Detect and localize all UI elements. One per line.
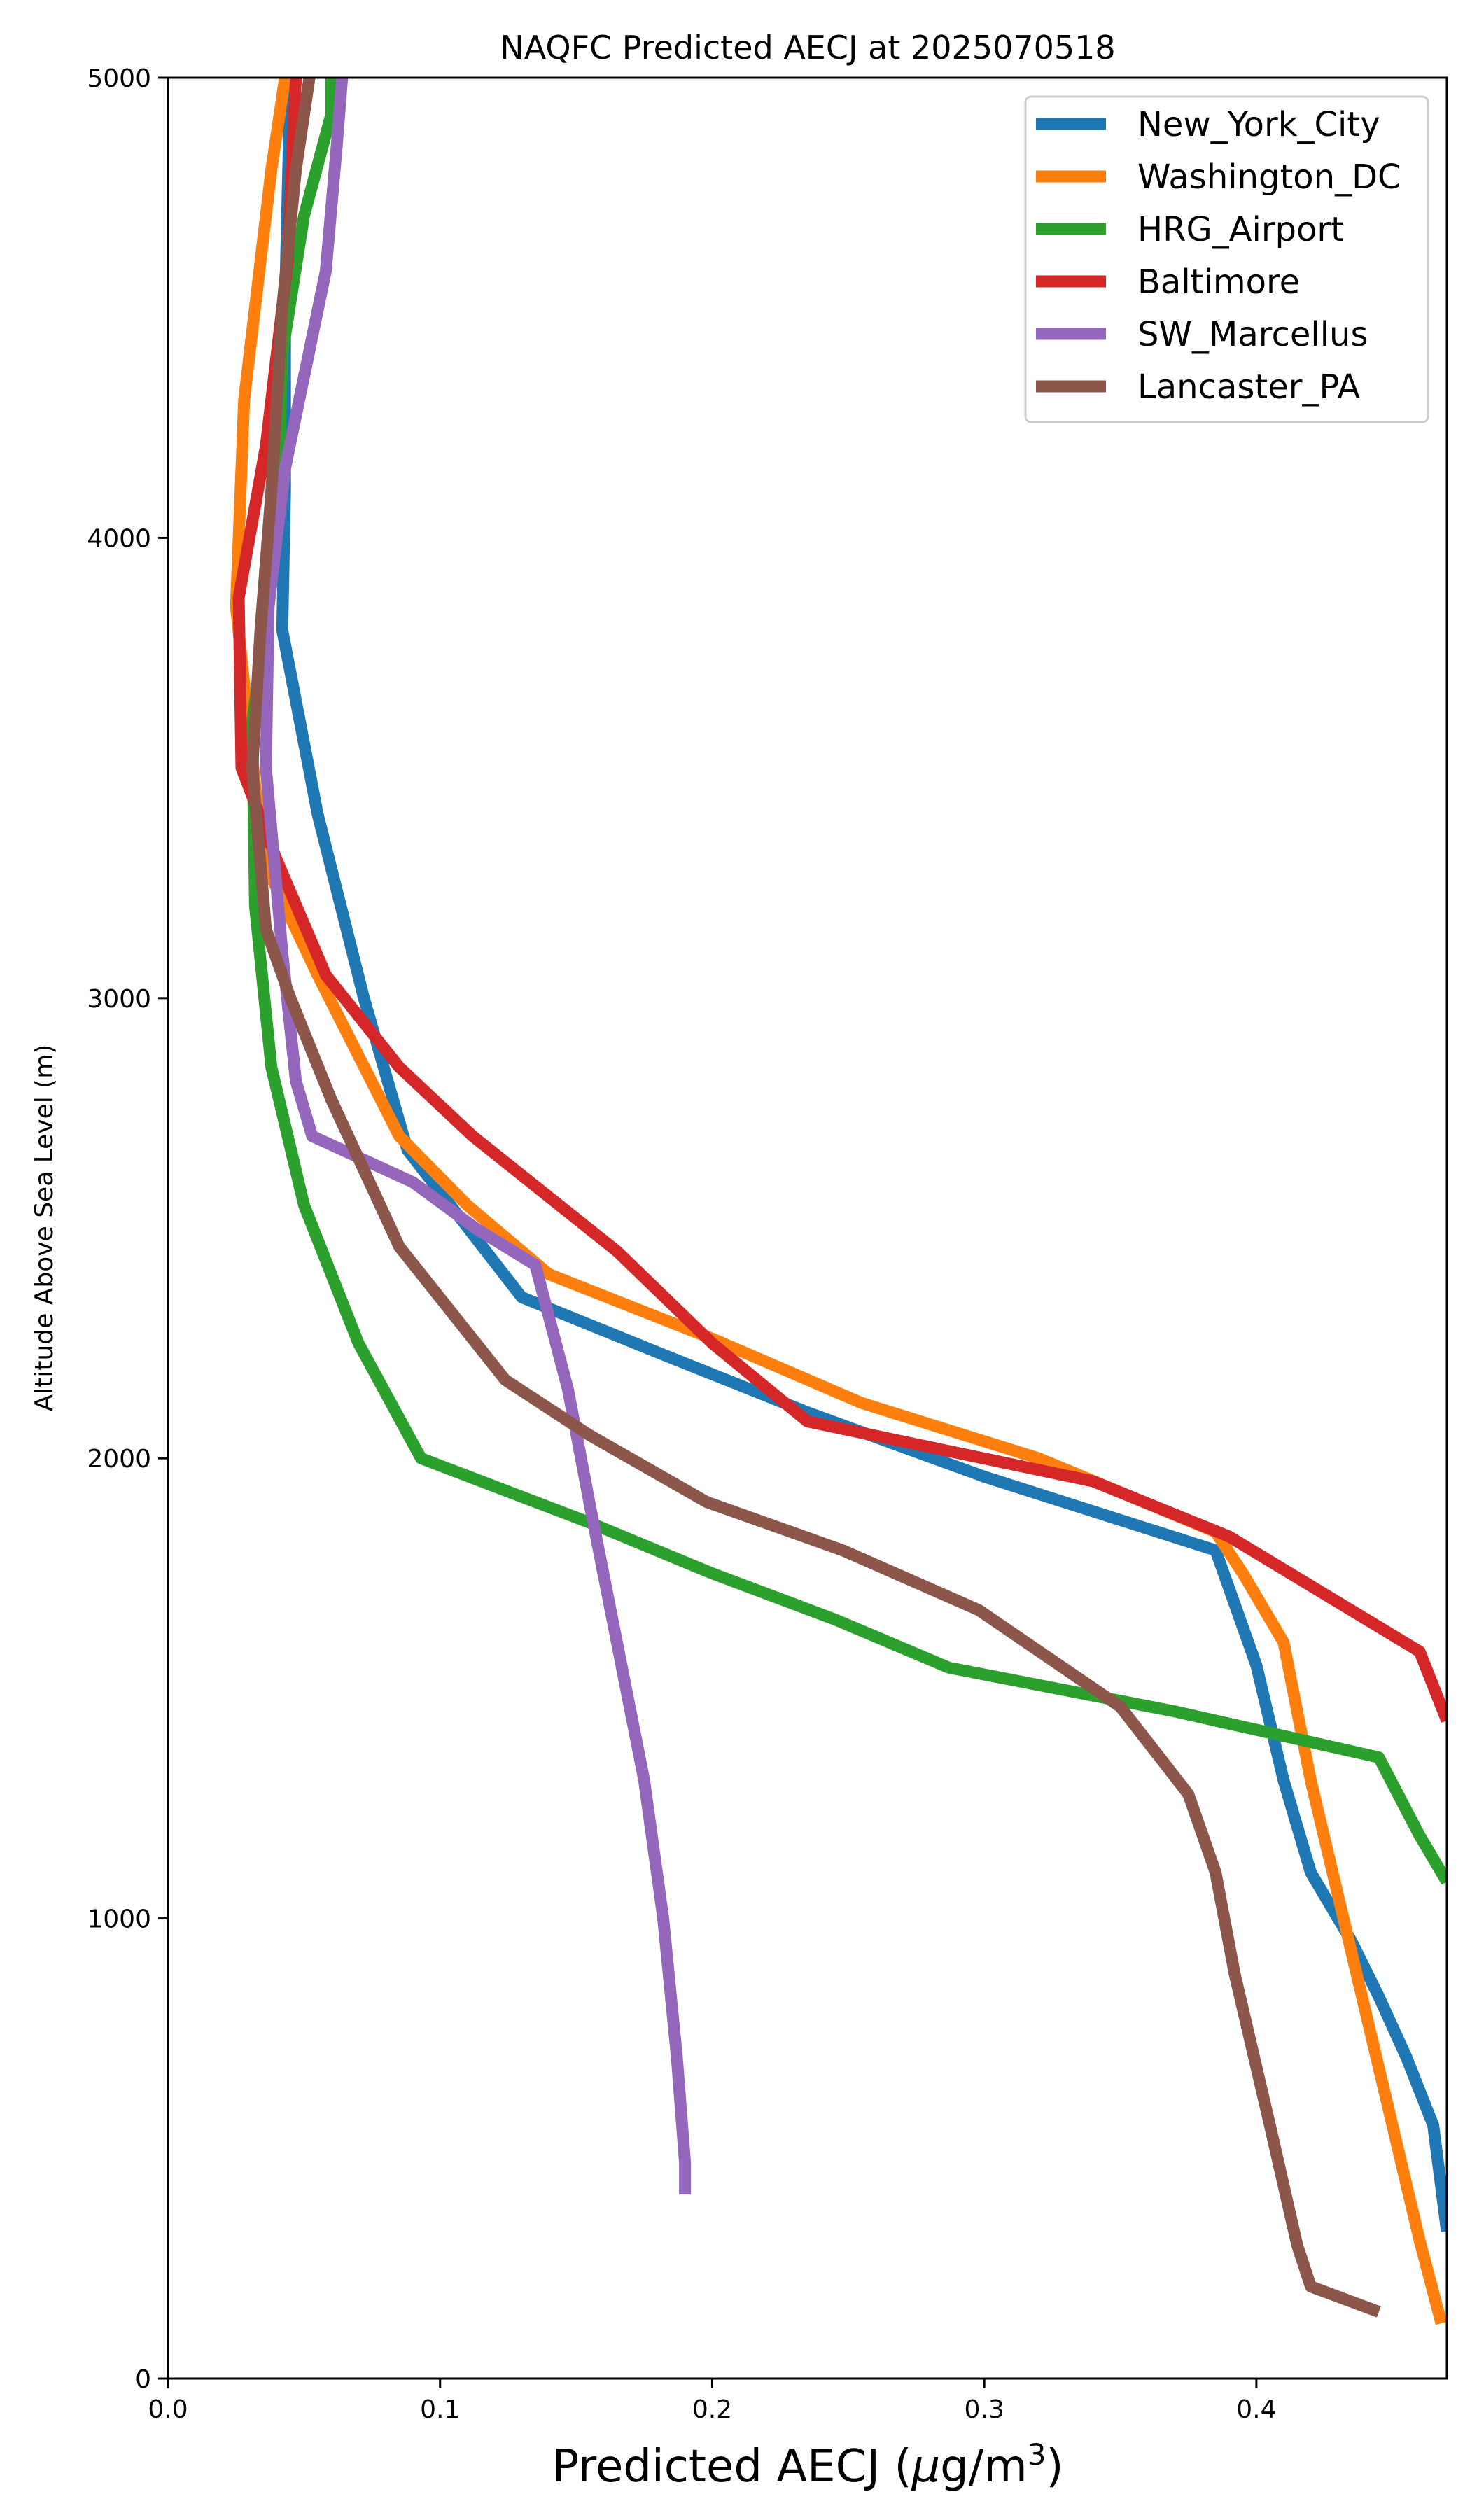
- x-axis-label: Predicted AECJ (μg/m3): [552, 2437, 1064, 2493]
- y-tick-label: 3000: [87, 985, 151, 1014]
- chart-title: NAQFC Predicted AECJ at 2025070518: [500, 29, 1115, 66]
- y-tick-label: 2000: [87, 1445, 151, 1474]
- x-tick-label: 0.2: [692, 2395, 732, 2424]
- y-axis: 0 1000 2000 3000 4000 5000: [87, 64, 168, 2394]
- legend-entries: New_York_City Washington_DC HRG_Airport Bal…: [1036, 105, 1401, 407]
- legend-label: Lancaster_PA: [1138, 368, 1360, 407]
- series-line-sw-marcellus: [260, 78, 692, 2194]
- series-line-baltimore: [232, 78, 1447, 1723]
- legend: New_York_City Washington_DC HRG_Airport Bal…: [1024, 95, 1429, 424]
- legend-label: SW_Marcellus: [1138, 315, 1368, 354]
- x-tick-label: 0.4: [1236, 2395, 1276, 2424]
- legend-label: Baltimore: [1138, 262, 1300, 302]
- x-tick-label: 0.3: [965, 2395, 1004, 2424]
- series-group: [230, 78, 1447, 2325]
- legend-box: [1024, 95, 1429, 424]
- y-axis-label: Altitude Above Sea Level (m): [30, 1044, 59, 1412]
- y-tick-label: 5000: [87, 64, 151, 93]
- plot-frame: [167, 76, 1448, 2380]
- x-tick-label: 0.0: [148, 2395, 188, 2424]
- y-tick-label: 1000: [87, 1905, 151, 1934]
- legend-label: Washington_DC: [1138, 158, 1401, 197]
- x-tick-label: 0.1: [420, 2395, 460, 2424]
- y-tick-label: 0: [135, 2365, 151, 2394]
- x-axis: 0.0 0.1 0.2 0.3 0.4: [148, 2379, 1277, 2424]
- legend-label: HRG_Airport: [1138, 210, 1344, 249]
- legend-label: New_York_City: [1138, 105, 1380, 144]
- series-line-lancaster-pa: [246, 78, 1381, 2318]
- y-tick-label: 4000: [87, 524, 151, 553]
